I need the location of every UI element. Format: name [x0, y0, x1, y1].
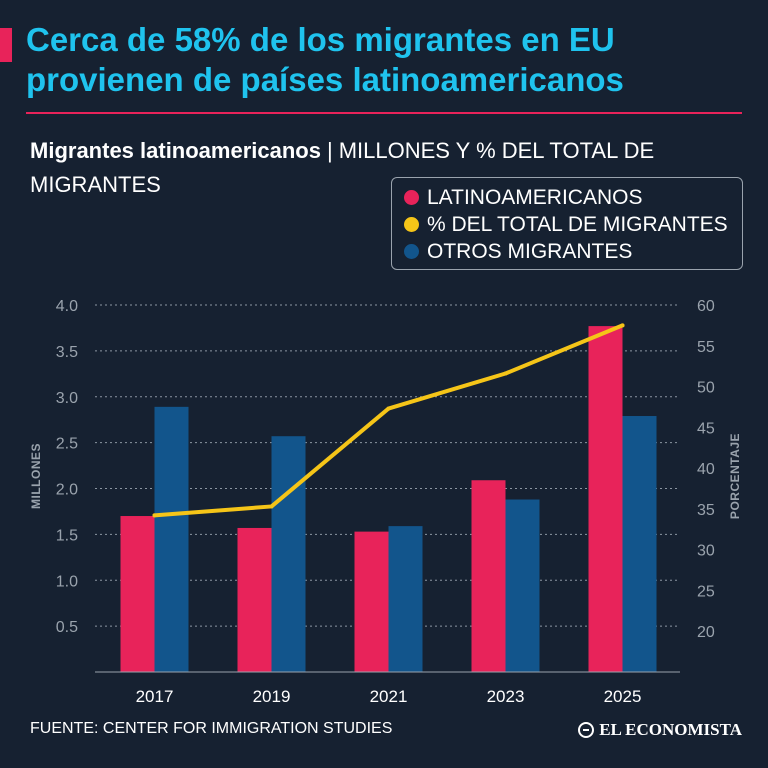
- source-note: FUENTE: CENTER FOR IMMIGRATION STUDIES: [30, 720, 393, 737]
- x-tick-label: 2017: [136, 687, 174, 706]
- y2-tick-label: 35: [697, 502, 715, 519]
- legend-item-others: OTROS MIGRANTES: [404, 238, 742, 265]
- legend-item-percent: % DEL TOTAL DE MIGRANTES: [404, 211, 742, 238]
- bar-latin: [237, 527, 272, 672]
- bar-latin: [471, 480, 506, 672]
- legend-dot-latin: [404, 190, 419, 205]
- y-tick-label: 3.0: [56, 390, 78, 407]
- legend-label-latin: LATINOAMERICANOS: [427, 185, 643, 209]
- percent-point: [503, 371, 508, 376]
- headline-rule: [26, 112, 742, 114]
- y2-tick-label: 20: [697, 624, 715, 641]
- y2-tick-label: 50: [697, 380, 715, 397]
- bar-latin: [354, 531, 389, 672]
- headline: Cerca de 58% de los migrantes en EU prov…: [26, 21, 624, 98]
- x-tick-label: 2021: [370, 687, 408, 706]
- brand-logo: EL ECONOMISTA: [578, 720, 742, 740]
- x-tick-label: 2025: [604, 687, 642, 706]
- y2-axis-title: PORCENTAJE: [728, 433, 742, 519]
- y-tick-label: 1.5: [56, 527, 78, 544]
- y-axis-title: MILLONES: [29, 443, 43, 509]
- subtitle-units: MILLONES Y % DEL TOTAL DE MIGRANTES: [30, 138, 655, 197]
- y2-tick-label: 30: [697, 543, 715, 560]
- y-tick-label: 1.0: [56, 573, 78, 590]
- y-tick-label: 4.0: [56, 298, 78, 315]
- legend-label-percent: % DEL TOTAL DE MIGRANTES: [427, 212, 728, 236]
- bar-others: [154, 406, 189, 672]
- legend-label-others: OTROS MIGRANTES: [427, 239, 633, 263]
- bar-others: [505, 499, 540, 672]
- y2-tick-label: 55: [697, 339, 715, 356]
- x-tick-label: 2019: [253, 687, 291, 706]
- bar-latin: [588, 326, 623, 672]
- subtitle-separator: |: [326, 138, 333, 163]
- x-tick-label: 2023: [487, 687, 525, 706]
- chart-legend: LATINOAMERICANOS % DEL TOTAL DE MIGRANTE…: [391, 177, 743, 270]
- legend-dot-others: [404, 244, 419, 259]
- brand-name: EL ECONOMISTA: [599, 720, 742, 739]
- y2-tick-label: 60: [697, 298, 715, 315]
- bar-others: [388, 526, 423, 672]
- y-tick-label: 3.5: [56, 344, 78, 361]
- percent-line: [152, 323, 625, 518]
- legend-item-latin: LATINOAMERICANOS: [404, 184, 742, 211]
- percent-point: [386, 406, 391, 411]
- y2-tick-label: 40: [697, 461, 715, 478]
- y-tick-label: 2.5: [56, 436, 78, 453]
- percent-point: [620, 323, 625, 328]
- y2-tick-label: 45: [697, 420, 715, 437]
- chart-subtitle: Migrantes latinoamericanos | MILLONES Y % …: [30, 134, 710, 202]
- bar-others: [271, 436, 306, 672]
- percent-point: [152, 513, 157, 518]
- bar-latin: [120, 516, 155, 672]
- legend-dot-percent: [404, 217, 419, 232]
- y-tick-label: 2.0: [56, 482, 78, 499]
- accent-bar: [0, 28, 12, 62]
- brand-mark-icon: [578, 722, 595, 738]
- bar-others: [622, 416, 657, 672]
- subtitle-title: Migrantes latinoamericanos: [30, 138, 321, 163]
- y2-tick-label: 25: [697, 583, 715, 600]
- percent-point: [269, 504, 274, 509]
- y-tick-label: 0.5: [56, 619, 78, 636]
